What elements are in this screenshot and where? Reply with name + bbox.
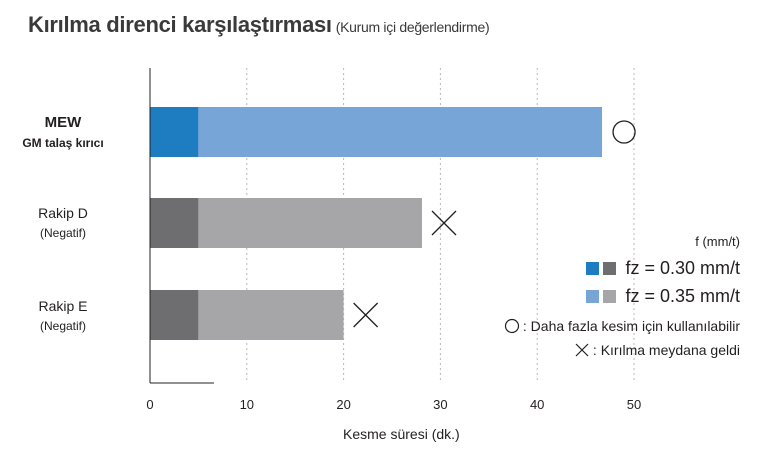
- circle-icon: [504, 318, 520, 334]
- axes: [149, 68, 214, 384]
- legend-label: fz = 0.35 mm/t: [625, 285, 740, 306]
- bar-segment: [198, 290, 344, 340]
- category-label-rakip-e: Rakip E (Negatif): [0, 296, 126, 336]
- x-tick-label: 10: [240, 397, 254, 412]
- x-tick-label: 30: [433, 397, 447, 412]
- legend: f (mm/t) fz = 0.30 mm/t fz = 0.35 mm/t :…: [504, 234, 740, 362]
- cross-marker: [353, 302, 379, 328]
- category-name: MEW: [44, 114, 82, 131]
- legend-item-fz-035: fz = 0.35 mm/t: [504, 282, 740, 310]
- category-subname: (Negatif): [39, 319, 86, 333]
- x-tick-label: 0: [146, 397, 153, 412]
- legend-swatch-mew: [586, 289, 600, 303]
- x-tick-label: 50: [627, 397, 641, 412]
- legend-note-text: : Daha fazla kesim için kullanılabilir: [522, 318, 740, 334]
- bars: [150, 107, 603, 340]
- title-subtitle: (Kurum içi değerlendirme): [335, 19, 490, 35]
- bar-segment: [150, 290, 199, 340]
- legend-note-cross: : Kırılma meydana geldi: [504, 338, 740, 362]
- category-label-mew: MEW GM talaş kırıcı: [0, 113, 126, 153]
- category-subname: GM talaş kırıcı: [22, 136, 104, 150]
- circle-marker: [612, 120, 636, 144]
- legend-swatch-competitor: [603, 289, 617, 303]
- cross-marker: [431, 210, 457, 236]
- category-name: Rakip D: [38, 205, 88, 221]
- legend-item-fz-030: fz = 0.30 mm/t: [504, 254, 740, 282]
- category-subname: (Negatif): [39, 226, 86, 240]
- legend-label: fz = 0.30 mm/t: [625, 257, 740, 278]
- bar-segment: [150, 107, 199, 157]
- outcome-markers: [353, 120, 636, 328]
- legend-title: f (mm/t): [695, 234, 740, 249]
- category-label-rakip-d: Rakip D (Negatif): [0, 203, 126, 243]
- category-name: Rakip E: [38, 298, 88, 314]
- x-tick-label: 40: [530, 397, 544, 412]
- legend-note-text: : Kırılma meydana geldi: [592, 342, 740, 358]
- x-tick-labels: 0 10 20 30 40 50: [146, 397, 641, 412]
- legend-note-circle: : Daha fazla kesim için kullanılabilir: [504, 314, 740, 338]
- bar-segment: [198, 198, 423, 248]
- chart-title: Kırılma direnci karşılaştırması (Kurum iç…: [28, 12, 490, 38]
- title-main: Kırılma direnci karşılaştırması: [28, 12, 332, 37]
- cross-icon: [575, 343, 589, 357]
- x-axis-label: Kesme süresi (dk.): [343, 426, 460, 442]
- bar-segment: [150, 198, 199, 248]
- x-tick-label: 20: [336, 397, 350, 412]
- legend-swatch-competitor: [603, 261, 617, 275]
- bar-segment: [198, 107, 603, 157]
- legend-swatch-mew: [586, 261, 600, 275]
